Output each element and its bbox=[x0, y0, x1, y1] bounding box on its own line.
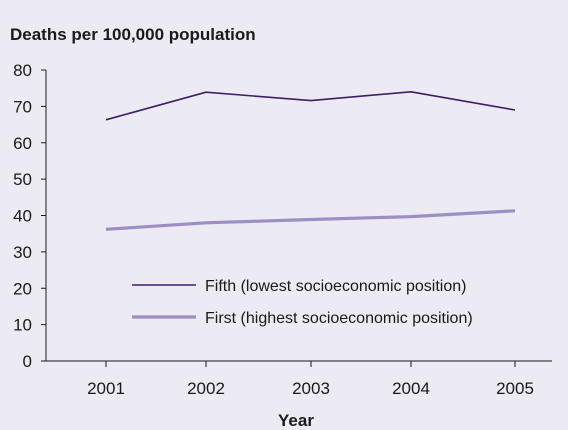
x-tick-label: 2003 bbox=[292, 379, 330, 398]
x-tick-label: 2002 bbox=[187, 379, 225, 398]
y-tick-label: 60 bbox=[13, 134, 32, 153]
legend-label: First (highest socioeconomic position) bbox=[205, 310, 473, 327]
y-axis: 0 10 20 30 40 50 60 70 80 bbox=[13, 61, 47, 371]
y-tick-label: 30 bbox=[13, 243, 32, 262]
legend: Fifth (lowest socioeconomic position) Fir… bbox=[132, 278, 473, 327]
series-lines bbox=[105, 91, 516, 231]
x-axis: 2001 2002 2003 2004 2005 bbox=[46, 360, 552, 398]
y-tick-label: 50 bbox=[13, 170, 32, 189]
x-tick-label: 2005 bbox=[496, 379, 534, 398]
x-axis-title: Year bbox=[278, 411, 314, 430]
series-line-1 bbox=[105, 91, 516, 121]
x-tick-label: 2004 bbox=[392, 379, 430, 398]
y-tick-label: 20 bbox=[13, 279, 32, 298]
y-tick-label: 0 bbox=[23, 352, 32, 371]
chart-title: Deaths per 100,000 population bbox=[10, 25, 256, 44]
y-tick-label: 70 bbox=[13, 97, 32, 116]
y-tick-label: 10 bbox=[13, 316, 32, 335]
y-tick-label: 80 bbox=[13, 61, 32, 80]
series-line-2 bbox=[105, 209, 516, 231]
y-tick-label: 40 bbox=[13, 207, 32, 226]
legend-label: Fifth (lowest socioeconomic position) bbox=[205, 278, 466, 295]
x-tick-label: 2001 bbox=[87, 379, 125, 398]
